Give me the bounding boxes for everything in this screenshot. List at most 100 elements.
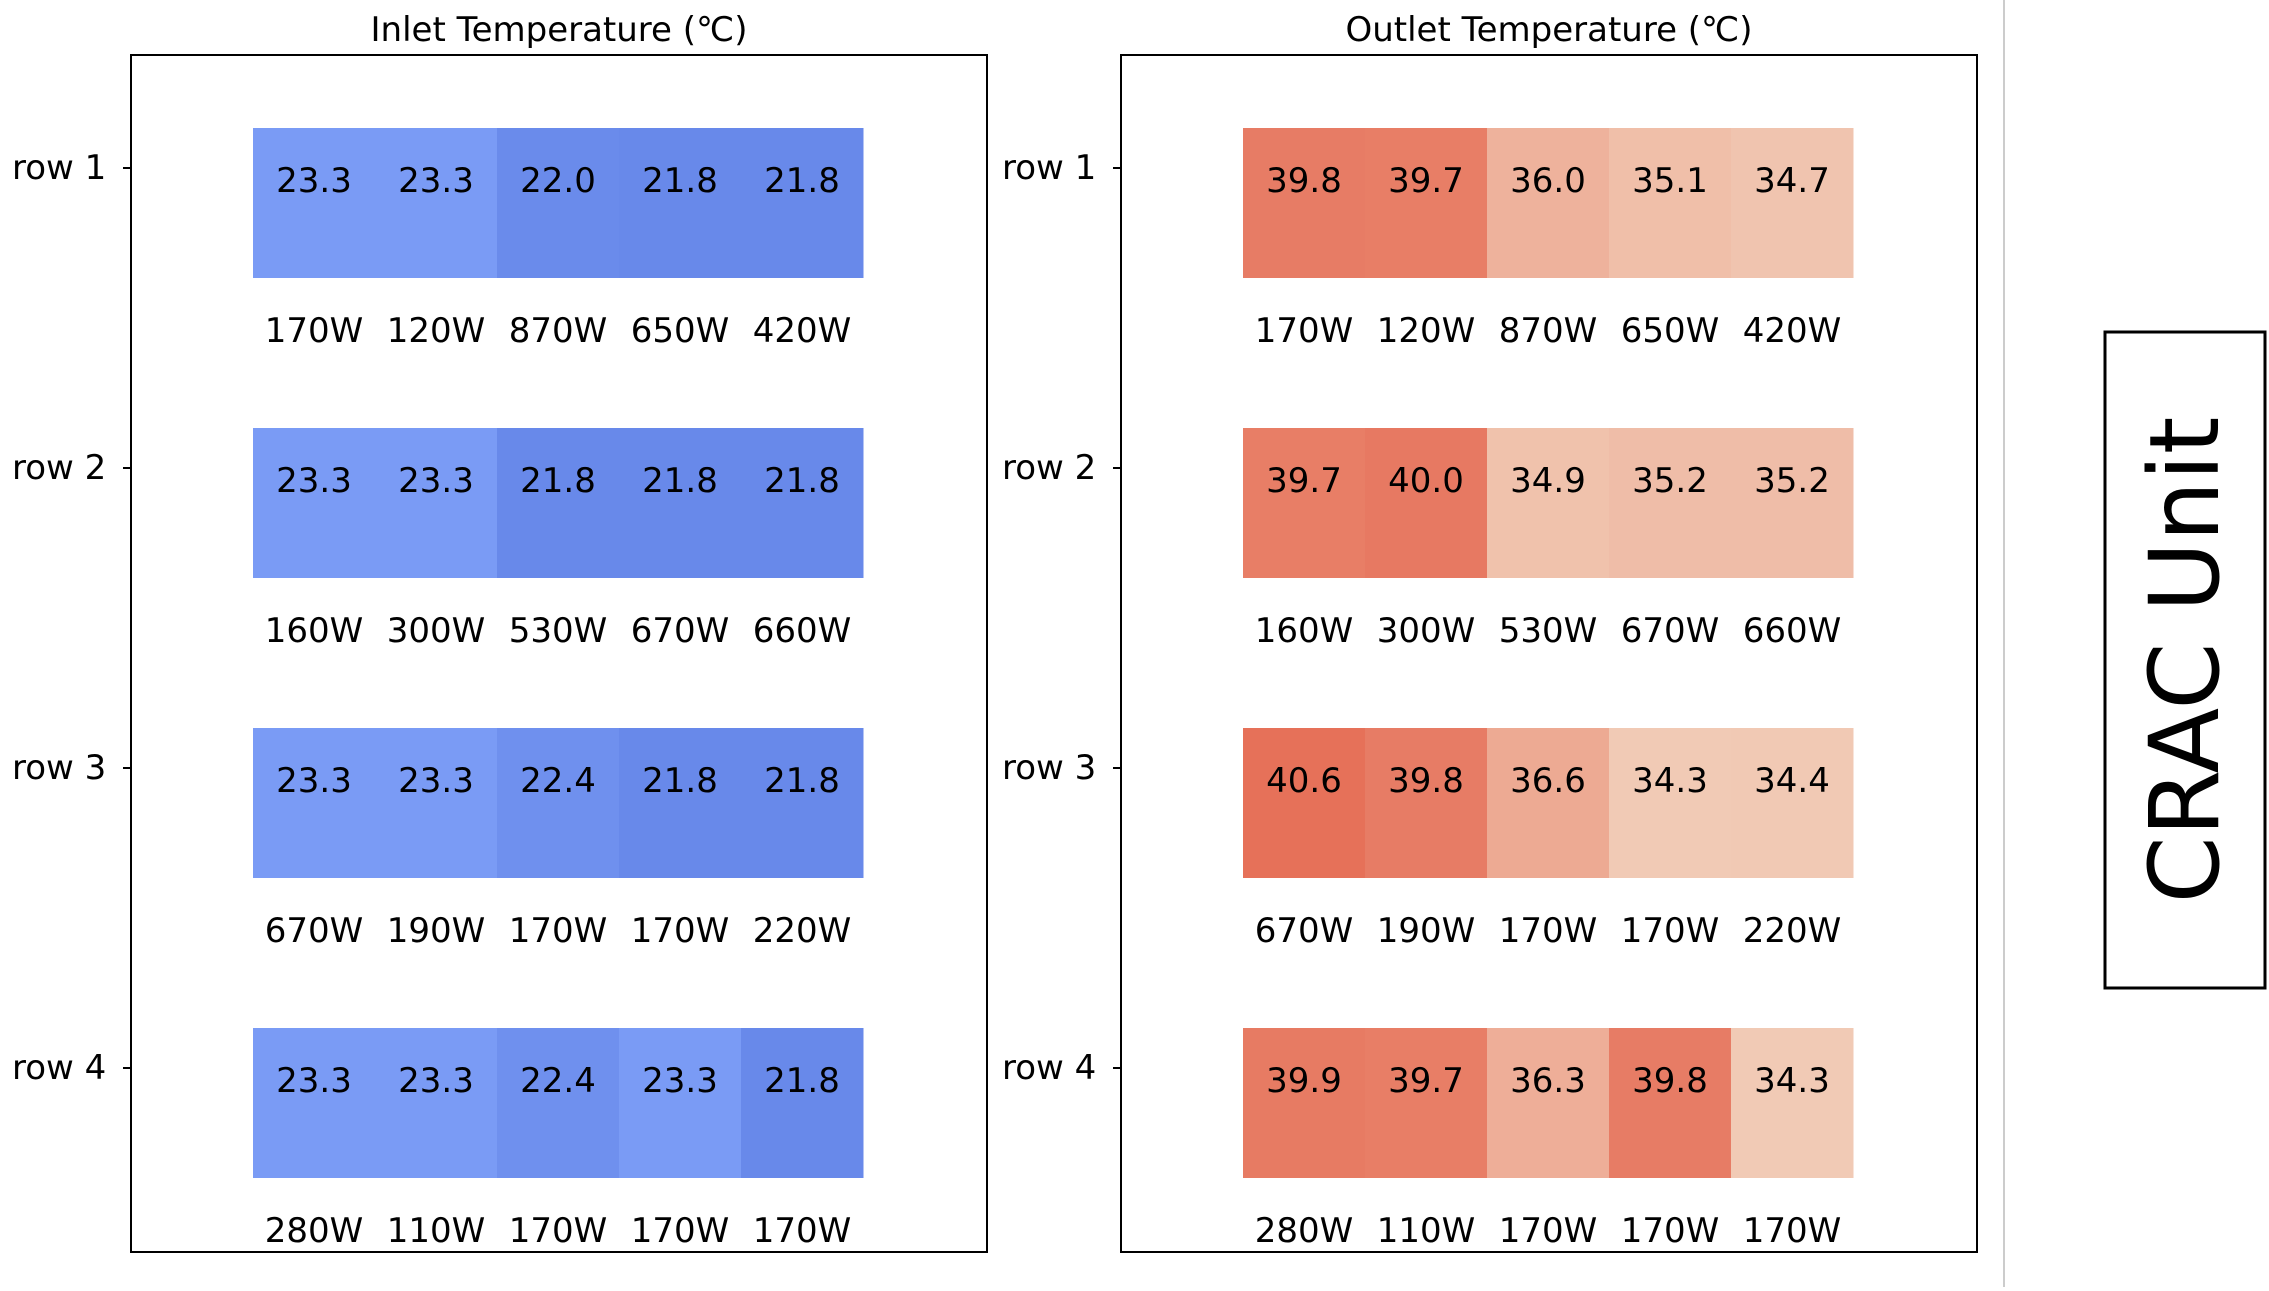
cell-value-label: 39.7	[1266, 461, 1342, 501]
cell-value-label: 22.4	[520, 761, 596, 801]
cell-value-label: 35.1	[1632, 161, 1708, 201]
cell-value-label: 23.3	[276, 161, 352, 201]
power-label: 300W	[1377, 611, 1476, 651]
cell-value-label: 35.2	[1754, 461, 1830, 501]
power-label: 170W	[1499, 911, 1598, 951]
cell-value-label: 40.6	[1266, 761, 1342, 801]
power-label: 870W	[1499, 311, 1598, 351]
power-label: 670W	[1255, 911, 1354, 951]
power-label: 670W	[265, 911, 364, 951]
power-label: 280W	[1255, 1211, 1354, 1251]
heatmap-cell	[497, 728, 620, 878]
heatmap-cell	[497, 428, 620, 578]
heatmap-cell	[1609, 1028, 1732, 1178]
cell-value-label: 39.8	[1632, 1061, 1708, 1101]
panel-frame	[1120, 54, 1978, 1253]
heatmap-cell	[619, 428, 742, 578]
cell-value-label: 23.3	[398, 161, 474, 201]
power-label: 420W	[1743, 311, 1842, 351]
cell-value-label: 39.8	[1266, 161, 1342, 201]
heatmap-cell	[375, 428, 498, 578]
heatmap-cell	[1243, 1028, 1366, 1178]
power-label: 530W	[509, 611, 608, 651]
cell-value-label: 23.3	[642, 1061, 718, 1101]
power-label: 170W	[1499, 1211, 1598, 1251]
row-label: row 3	[1002, 748, 1096, 788]
cell-value-label: 21.8	[764, 461, 840, 501]
cell-value-label: 34.9	[1510, 461, 1586, 501]
heatmap-cell	[619, 728, 742, 878]
cell-value-label: 21.8	[764, 1061, 840, 1101]
power-label: 110W	[1377, 1211, 1476, 1251]
row-label: row 1	[12, 148, 106, 188]
heatmap-panel-2: Outlet Temperature (℃) row 1 39.8 170W 39.7 1…	[1002, 10, 1978, 1253]
heatmap-cell	[1487, 128, 1610, 278]
cell-value-label: 35.2	[1632, 461, 1708, 501]
heatmap-cell	[741, 728, 864, 878]
heatmap-cell	[1609, 428, 1732, 578]
power-label: 220W	[1743, 911, 1842, 951]
heatmap-cell	[1731, 428, 1854, 578]
power-label: 220W	[753, 911, 852, 951]
cell-value-label: 39.8	[1388, 761, 1464, 801]
power-label: 670W	[631, 611, 730, 651]
heatmap-panel-1: Inlet Temperature (℃) row 1 23.3 170W 23.3 12…	[12, 10, 988, 1253]
cell-value-label: 36.6	[1510, 761, 1586, 801]
cell-value-label: 22.4	[520, 1061, 596, 1101]
heatmap-cell	[1609, 728, 1732, 878]
cell-value-label: 23.3	[276, 461, 352, 501]
cell-value-label: 21.8	[520, 461, 596, 501]
heatmap-cell	[741, 128, 864, 278]
heatmap-cell	[375, 128, 498, 278]
cell-value-label: 34.4	[1754, 761, 1830, 801]
cell-value-label: 23.3	[398, 461, 474, 501]
crac-unit-box: CRAC Unit	[2103, 330, 2267, 990]
power-label: 170W	[509, 911, 608, 951]
power-label: 170W	[1621, 1211, 1720, 1251]
heatmap-cell	[1243, 728, 1366, 878]
power-label: 160W	[265, 611, 364, 651]
cell-value-label: 22.0	[520, 161, 596, 201]
power-label: 190W	[387, 911, 486, 951]
power-label: 170W	[265, 311, 364, 351]
heatmap-cell	[1365, 428, 1488, 578]
row-label: row 2	[12, 448, 106, 488]
cell-value-label: 39.9	[1266, 1061, 1342, 1101]
cell-value-label: 40.0	[1388, 461, 1464, 501]
heatmap-cell	[1731, 128, 1854, 278]
heatmap-cell	[253, 128, 376, 278]
cell-value-label: 39.7	[1388, 1061, 1464, 1101]
cell-value-label: 21.8	[764, 161, 840, 201]
heatmap-panels: Inlet Temperature (℃) row 1 23.3 170W 23.3 12…	[12, 10, 1978, 1253]
power-label: 170W	[1621, 911, 1720, 951]
heatmap-cell	[375, 728, 498, 878]
power-label: 170W	[631, 911, 730, 951]
heatmap-cell	[1731, 728, 1854, 878]
power-label: 120W	[1377, 311, 1476, 351]
row-label: row 1	[1002, 148, 1096, 188]
heatmap-cell	[619, 1028, 742, 1178]
panel-title: Inlet Temperature (℃)	[371, 10, 748, 50]
power-label: 170W	[509, 1211, 608, 1251]
power-label: 650W	[631, 311, 730, 351]
cell-value-label: 21.8	[642, 761, 718, 801]
cell-value-label: 21.8	[764, 761, 840, 801]
row-label: row 4	[12, 1048, 106, 1088]
row-label: row 3	[12, 748, 106, 788]
cell-value-label: 36.0	[1510, 161, 1586, 201]
heatmap-cell	[497, 128, 620, 278]
heatmap-cell	[1365, 128, 1488, 278]
cell-value-label: 23.3	[276, 1061, 352, 1101]
cell-value-label: 23.3	[398, 1061, 474, 1101]
power-label: 170W	[631, 1211, 730, 1251]
power-label: 530W	[1499, 611, 1598, 651]
power-label: 170W	[1743, 1211, 1842, 1251]
power-label: 170W	[1255, 311, 1354, 351]
heatmap-cell	[253, 728, 376, 878]
heatmap-cell	[375, 1028, 498, 1178]
heatmap-cell	[1365, 728, 1488, 878]
cell-value-label: 39.7	[1388, 161, 1464, 201]
heatmap-cell	[741, 1028, 864, 1178]
heatmap-cell	[619, 128, 742, 278]
crac-unit-frame	[2103, 330, 2267, 990]
